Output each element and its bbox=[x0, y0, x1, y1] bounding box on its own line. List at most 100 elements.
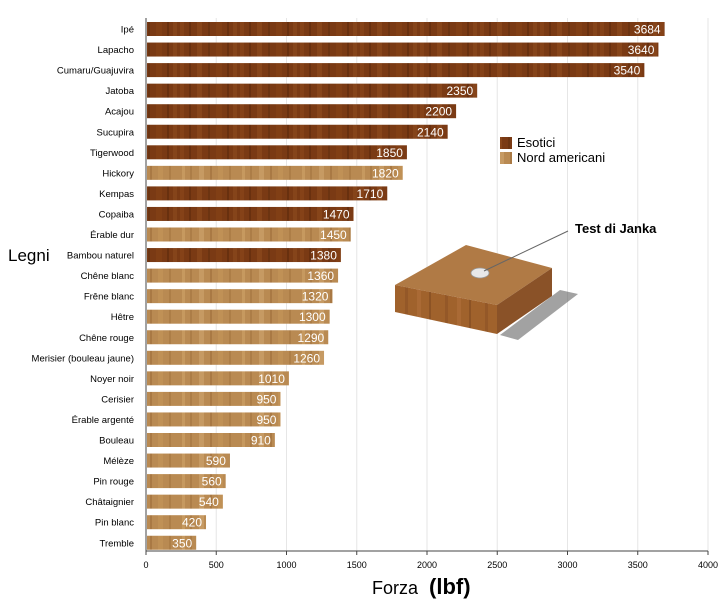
category-label-erable-argente: Érable argenté bbox=[72, 415, 134, 426]
value-label-hickory: 1820 bbox=[372, 166, 399, 180]
value-label-jatoba: 2350 bbox=[446, 84, 473, 98]
category-label-kempas: Kempas bbox=[99, 189, 134, 200]
value-label-acajou: 2200 bbox=[425, 105, 452, 119]
bar-pin-blanc bbox=[147, 515, 207, 530]
bar-merisier-bouleau-jaune bbox=[147, 350, 325, 365]
bar-lapacho bbox=[147, 42, 659, 57]
bar-erable-dur bbox=[147, 227, 351, 242]
category-label-pin-rouge: Pin rouge bbox=[93, 477, 134, 488]
value-label-kempas: 1710 bbox=[357, 187, 384, 201]
category-label-chataignier: Châtaignier bbox=[85, 497, 134, 508]
bar-tigerwood bbox=[147, 145, 407, 160]
x-tick-label-0: 0 bbox=[143, 560, 148, 570]
block-side bbox=[497, 268, 552, 334]
value-label-copaiba: 1470 bbox=[323, 207, 350, 221]
x-tick-label-1000: 1000 bbox=[276, 560, 296, 570]
category-label-pin-blanc: Pin blanc bbox=[95, 518, 134, 529]
category-label-noyer-noir: Noyer noir bbox=[90, 374, 134, 385]
value-label-merisier-bouleau-jaune: 1260 bbox=[293, 351, 320, 365]
x-tick-labels: 0 500 1000 1500 2000 2500 3000 3500 4000 bbox=[143, 551, 718, 570]
block-front bbox=[395, 285, 497, 334]
category-label-cumaru-guajuvira: Cumaru/Guajuvira bbox=[57, 66, 135, 77]
x-tick-label-4000: 4000 bbox=[698, 560, 718, 570]
value-label-chene-rouge: 1290 bbox=[298, 331, 325, 345]
value-label-meleze: 590 bbox=[206, 454, 226, 468]
category-label-lapacho: Lapacho bbox=[98, 45, 134, 56]
category-label-ipe: Ipé bbox=[121, 25, 134, 36]
category-label-sucupira: Sucupira bbox=[97, 127, 135, 138]
legend: Esotici Nord americani bbox=[500, 135, 605, 165]
category-label-hickory: Hickory bbox=[102, 168, 134, 179]
value-label-cerisier: 950 bbox=[256, 392, 276, 406]
x-axis-title-main: Forza bbox=[372, 578, 419, 598]
legend-label-nord-americani: Nord americani bbox=[517, 150, 605, 165]
value-label-frene-blanc: 1320 bbox=[302, 290, 329, 304]
category-label-frene-blanc: Frêne blanc bbox=[84, 292, 134, 303]
bar-chene-rouge bbox=[147, 330, 329, 345]
bars-group: 3684 3640 3540 2350 2200 2140 1850 1820 1710 1470… bbox=[147, 22, 665, 550]
x-axis-title: Forza (lbf) bbox=[372, 574, 471, 599]
bar-hickory bbox=[147, 165, 403, 180]
category-label-cerisier: Cerisier bbox=[101, 394, 134, 405]
value-label-erable-argente: 950 bbox=[256, 413, 276, 427]
value-label-chataignier: 540 bbox=[199, 495, 219, 509]
value-label-pin-blanc: 420 bbox=[182, 516, 202, 530]
value-label-ipe: 3684 bbox=[634, 23, 661, 37]
legend-swatch-nord-americani bbox=[500, 152, 512, 164]
bar-copaiba bbox=[147, 206, 354, 221]
bar-hetre bbox=[147, 309, 330, 324]
x-tick-label-2000: 2000 bbox=[417, 560, 437, 570]
category-label-hetre: Hêtre bbox=[111, 312, 134, 323]
illustration-shadow bbox=[500, 290, 578, 340]
value-label-lapacho: 3640 bbox=[628, 43, 655, 57]
category-label-acajou: Acajou bbox=[105, 107, 134, 118]
annotation-pointer bbox=[483, 230, 569, 272]
bar-pin-rouge bbox=[147, 474, 226, 489]
category-labels: Ipé Lapacho Cumaru/Guajuvira Jatoba Acajou Su… bbox=[32, 25, 135, 550]
x-tick-label-3000: 3000 bbox=[557, 560, 577, 570]
category-label-copaiba: Copaiba bbox=[99, 209, 135, 220]
legend-swatch-esotici bbox=[500, 137, 512, 149]
bar-bouleau bbox=[147, 433, 275, 447]
bar-cerisier bbox=[147, 391, 281, 406]
category-label-merisier-bouleau-jaune: Merisier (bouleau jaune) bbox=[32, 353, 134, 364]
category-label-chene-rouge: Chêne rouge bbox=[79, 333, 134, 344]
value-label-pin-rouge: 560 bbox=[202, 475, 222, 489]
x-axis-title-unit: (lbf) bbox=[429, 574, 471, 599]
category-label-jatoba: Jatoba bbox=[105, 86, 134, 97]
category-label-tremble: Tremble bbox=[100, 538, 135, 549]
value-label-tremble: 350 bbox=[172, 536, 192, 550]
legend-label-esotici: Esotici bbox=[517, 135, 555, 150]
bar-sucupira bbox=[147, 124, 448, 139]
bar-frene-blanc bbox=[147, 289, 333, 304]
value-label-chene-blanc: 1360 bbox=[307, 269, 334, 283]
x-tick-label-2500: 2500 bbox=[487, 560, 507, 570]
annotation-test-di-janka: Test di Janka bbox=[575, 221, 657, 236]
bar-tremble bbox=[147, 535, 197, 550]
value-label-erable-dur: 1450 bbox=[320, 228, 347, 242]
bar-jatoba bbox=[147, 83, 478, 98]
category-label-bambou-naturel: Bambou naturel bbox=[67, 251, 134, 262]
bar-cumaru-guajuvira bbox=[147, 63, 645, 78]
value-label-bambou-naturel: 1380 bbox=[310, 249, 337, 263]
bar-ipe bbox=[147, 22, 665, 36]
x-tick-label-3500: 3500 bbox=[628, 560, 648, 570]
bar-acajou bbox=[147, 104, 457, 119]
bar-chene-blanc bbox=[147, 268, 339, 283]
category-label-erable-dur: Érable dur bbox=[90, 230, 134, 241]
x-tick-label-500: 500 bbox=[209, 560, 224, 570]
bar-noyer-noir bbox=[147, 371, 289, 386]
value-label-hetre: 1300 bbox=[299, 310, 326, 324]
category-label-meleze: Mélèze bbox=[103, 456, 134, 467]
bar-chataignier bbox=[147, 494, 223, 509]
x-tick-label-1500: 1500 bbox=[347, 560, 367, 570]
bar-erable-argente bbox=[147, 412, 281, 427]
value-label-cumaru-guajuvira: 3540 bbox=[614, 64, 641, 78]
value-label-sucupira: 2140 bbox=[417, 125, 444, 139]
value-label-bouleau: 910 bbox=[251, 434, 271, 448]
value-label-tigerwood: 1850 bbox=[376, 146, 403, 160]
category-label-chene-blanc: Chêne blanc bbox=[81, 271, 135, 282]
category-label-bouleau: Bouleau bbox=[99, 436, 134, 447]
bar-bambou-naturel bbox=[147, 248, 341, 263]
